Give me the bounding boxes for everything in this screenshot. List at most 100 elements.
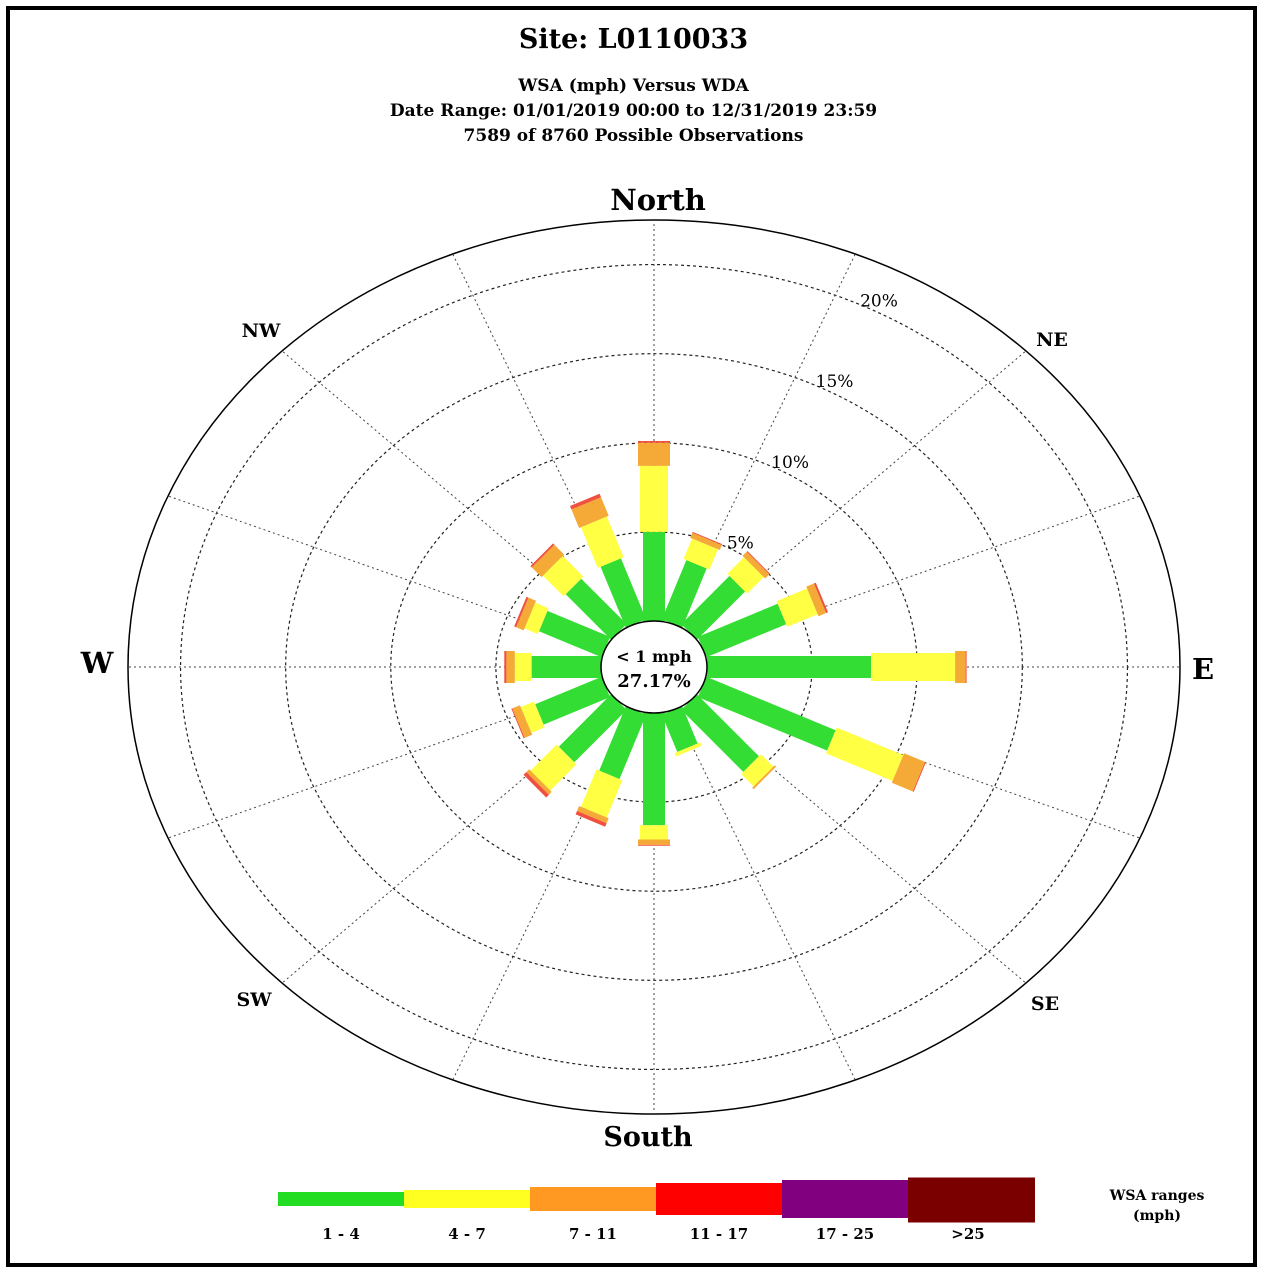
bar-202.5-4-7 [581, 769, 623, 818]
bar-180-7-11 [638, 839, 670, 845]
grid-spoke-292.5 [167, 495, 606, 650]
legend-title: WSA ranges (mph) [1092, 1186, 1222, 1226]
bar-270-1-4 [531, 656, 601, 678]
bar-90-11-17 [965, 651, 967, 683]
bar-135-7-11 [752, 765, 777, 790]
bar-202.5-7-11 [577, 806, 609, 824]
grid-spoke-135 [691, 699, 1027, 984]
bar-292.5-4-7 [524, 602, 549, 634]
bar-112.5-4-7 [826, 727, 904, 781]
calm-center-circle [600, 620, 708, 714]
bar-225-7-11 [526, 769, 552, 795]
bar-180-4-7 [640, 825, 668, 840]
calm-label: < 1 mph [616, 647, 692, 666]
grid-spoke-337.5 [452, 253, 635, 625]
bar-90-1-4 [707, 656, 871, 678]
grid-spoke-67.5 [702, 495, 1141, 650]
bar-112.5-1-4 [697, 676, 836, 751]
bar-270-4-7 [514, 653, 532, 681]
bar-45-4-7 [727, 557, 764, 594]
grid-spoke-247.5 [167, 684, 606, 839]
radial-tick-label-15: 15% [816, 372, 854, 392]
bar-337.5-4-7 [581, 516, 624, 568]
bar-315-11-17 [530, 543, 555, 568]
direction-label-se: SE [1031, 993, 1059, 1015]
bar-247.5-7-11 [512, 705, 533, 738]
wind-rose-bars [504, 441, 967, 846]
bar-0-7-11 [638, 442, 670, 466]
bar-22.5-4-7 [683, 538, 718, 570]
direction-label-west: W [80, 646, 114, 680]
direction-label-north: North [610, 183, 706, 217]
grid-spoke-315 [281, 350, 617, 635]
radial-tick-label-20: 20% [860, 291, 898, 311]
bar-67.5-11-17 [813, 582, 828, 613]
calm-percent: 27.17% [617, 671, 690, 692]
legend-label-over-25: >25 [951, 1225, 985, 1243]
bar-45-11-17 [746, 551, 770, 575]
bar-157.5-4-7 [674, 742, 702, 757]
bar-315-1-4 [565, 578, 627, 640]
bar-135-4-7 [741, 754, 774, 787]
direction-label-south: South [603, 1122, 693, 1153]
bar-270-11-17 [504, 651, 507, 683]
bar-22.5-11-17 [692, 531, 723, 545]
bar-315-4-7 [542, 555, 584, 597]
bar-45-1-4 [681, 575, 746, 640]
chart-title: Site: L0110033 [518, 24, 749, 55]
bar-180-1-4 [643, 713, 665, 826]
bar-292.5-1-4 [539, 610, 611, 658]
grid-spoke-202.5 [452, 709, 635, 1081]
bar-337.5-11-17 [570, 493, 601, 510]
bar-90-7-11 [955, 651, 966, 683]
bar-292.5-11-17 [514, 596, 529, 628]
bar-112.5-11-17 [912, 761, 926, 792]
bar-90-4-7 [871, 653, 956, 681]
bar-45-7-11 [742, 551, 770, 579]
bar-67.5-1-4 [697, 603, 787, 658]
radial-tick-label-10: 10% [771, 453, 809, 473]
bar-180-11-17 [638, 844, 670, 846]
bar-292.5-7-11 [516, 597, 536, 631]
chart-subtitle-observations: 7589 of 8760 Possible Observations [463, 126, 804, 146]
bar-112.5-7-11 [891, 753, 925, 792]
bar-247.5-4-7 [520, 701, 545, 733]
direction-label-east: E [1192, 652, 1214, 686]
legend-label-11-17: 11 - 17 [689, 1225, 749, 1243]
bar-157.5-1-4 [661, 706, 698, 752]
bar-135-1-4 [681, 694, 759, 772]
bar-0-4-7 [640, 465, 668, 532]
bar-225-1-4 [558, 694, 627, 763]
legend-label-4-7: 4 - 7 [448, 1225, 486, 1243]
bar-0-1-4 [643, 531, 665, 621]
bar-337.5-7-11 [571, 497, 609, 528]
bar-22.5-7-11 [690, 532, 722, 550]
legend-title-line2: (mph) [1132, 1208, 1182, 1224]
bar-225-11-17 [523, 772, 549, 798]
bar-202.5-1-4 [599, 706, 647, 780]
bar-225-4-7 [530, 744, 577, 791]
grid-spoke-157.5 [673, 709, 856, 1081]
grid-spoke-225 [281, 699, 617, 984]
bar-270-7-11 [506, 651, 515, 683]
bar-315-7-11 [531, 544, 565, 578]
grid-spoke-22.5 [673, 253, 856, 625]
bar-67.5-7-11 [806, 583, 827, 617]
chart-subtitle-date-range: Date Range: 01/01/2019 00:00 to 12/31/20… [389, 101, 878, 121]
legend-label-7-11: 7 - 11 [569, 1225, 617, 1243]
legend-label-1-4: 1 - 4 [322, 1225, 360, 1243]
chart-frame [6, 6, 1257, 1267]
bar-0-11-17 [638, 441, 670, 443]
direction-label-ne: NE [1036, 329, 1068, 351]
bar-22.5-1-4 [661, 560, 707, 628]
bar-337.5-1-4 [600, 558, 647, 628]
bar-247.5-11-17 [511, 708, 525, 739]
radial-tick-label-5: 5% [727, 534, 754, 554]
legend-label-17-25: 17 - 25 [815, 1225, 875, 1243]
bar-247.5-1-4 [535, 676, 611, 725]
direction-label-sw: SW [236, 989, 272, 1011]
direction-label-nw: NW [242, 320, 281, 342]
bar-202.5-11-17 [575, 811, 607, 827]
grid-spoke-45 [691, 350, 1027, 635]
